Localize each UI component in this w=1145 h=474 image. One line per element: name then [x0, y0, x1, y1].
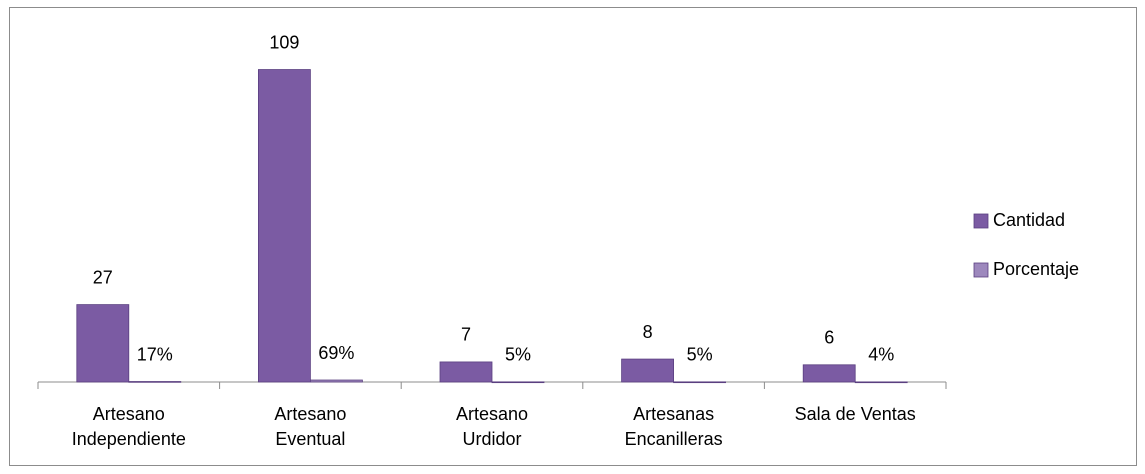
bar	[309, 379, 363, 383]
data-label: 4%	[868, 345, 894, 365]
bar	[491, 381, 545, 384]
x-tick-label: Artesano Urdidor	[456, 404, 528, 449]
legend-label: Porcentaje	[993, 259, 1079, 279]
x-tick-label: Artesanas Encanilleras	[625, 404, 723, 449]
data-label: 6	[824, 328, 834, 348]
legend-swatch	[973, 262, 989, 278]
bar	[802, 364, 856, 383]
bar	[673, 381, 726, 384]
x-tick-label: Sala de Ventas	[795, 404, 916, 424]
chart-border	[9, 7, 1137, 466]
legend-swatch	[973, 213, 989, 229]
x-tick-label: Artesano Independiente	[72, 404, 186, 449]
data-label: 27	[93, 267, 113, 287]
x-tick-label: Artesano Eventual	[274, 404, 346, 449]
data-label: 17%	[137, 344, 173, 364]
legend-label: Cantidad	[993, 210, 1065, 230]
data-label: 109	[269, 32, 299, 52]
data-label: 69%	[318, 343, 354, 363]
bar	[76, 304, 130, 383]
data-label: 5%	[687, 345, 713, 365]
bar	[257, 69, 311, 383]
bar	[439, 361, 493, 383]
data-label: 7	[461, 325, 471, 345]
bar	[128, 381, 182, 383]
data-label: 5%	[505, 345, 531, 365]
bar	[621, 358, 674, 383]
bar	[854, 381, 908, 384]
data-label: 8	[643, 322, 653, 342]
